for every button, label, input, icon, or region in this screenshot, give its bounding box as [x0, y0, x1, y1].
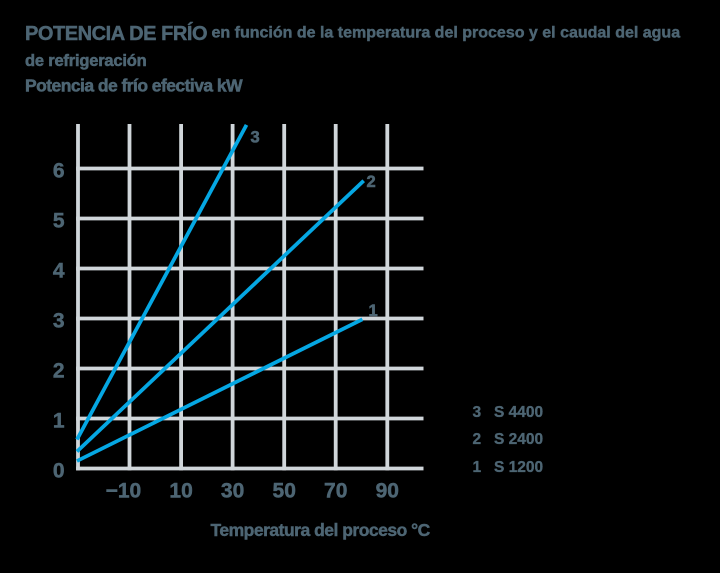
svg-text:50: 50: [273, 480, 296, 503]
svg-text:S 2400: S 2400: [494, 431, 543, 448]
svg-text:70: 70: [324, 480, 347, 503]
svg-text:30: 30: [221, 480, 244, 503]
svg-text:S 4400: S 4400: [494, 404, 543, 421]
svg-text:2: 2: [53, 360, 65, 383]
svg-text:90: 90: [376, 480, 399, 503]
svg-text:1: 1: [369, 302, 378, 320]
svg-text:2: 2: [367, 173, 376, 191]
svg-text:POTENCIA DE FRÍO en función de: POTENCIA DE FRÍO en función de la temper…: [25, 22, 680, 45]
svg-text:0: 0: [53, 460, 65, 483]
svg-text:4: 4: [53, 260, 65, 283]
svg-text:de refrigeración: de refrigeración: [25, 52, 147, 70]
svg-text:3: 3: [251, 129, 260, 147]
svg-text:3: 3: [473, 404, 482, 421]
svg-text:2: 2: [473, 431, 482, 448]
svg-text:1: 1: [53, 410, 65, 433]
svg-text:6: 6: [53, 160, 65, 183]
svg-text:5: 5: [53, 210, 65, 233]
svg-text:Temperatura del proceso °C: Temperatura del proceso °C: [211, 520, 431, 540]
svg-text:Potencia de frío efectiva kW: Potencia de frío efectiva kW: [25, 76, 243, 96]
svg-text:10: 10: [169, 480, 192, 503]
svg-text:S 1200: S 1200: [494, 459, 543, 476]
svg-text:1: 1: [473, 459, 482, 476]
svg-text:3: 3: [53, 310, 65, 333]
svg-text:−10: −10: [106, 480, 142, 503]
